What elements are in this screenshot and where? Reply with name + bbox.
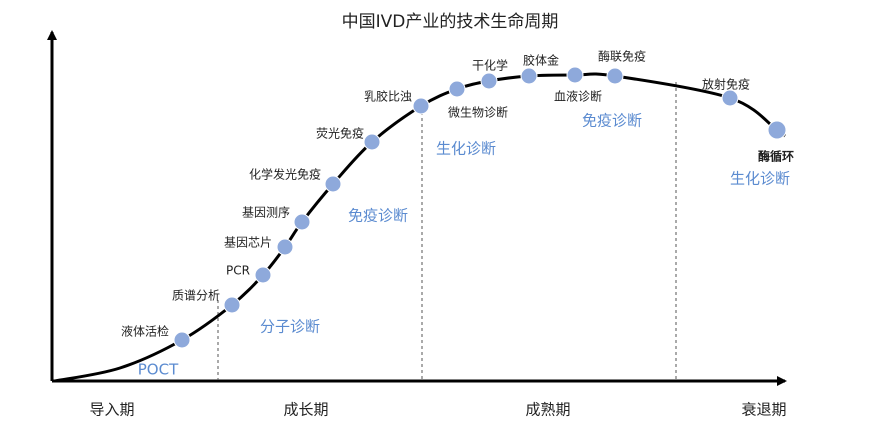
tech-node xyxy=(363,133,381,151)
group-label: 生化诊断 xyxy=(436,140,496,158)
stage-label: 成长期 xyxy=(283,401,328,419)
tech-node xyxy=(223,296,241,314)
tech-node xyxy=(276,238,294,256)
title: 中国IVD产业的技术生命周期 xyxy=(342,12,559,32)
tech-node xyxy=(412,97,430,115)
stage-label: 导入期 xyxy=(89,401,134,419)
node-label: 酶联免疫 xyxy=(598,49,646,64)
tech-node xyxy=(721,89,739,107)
node-label: 乳胶比浊 xyxy=(364,89,412,104)
stage-label: 成熟期 xyxy=(525,401,570,419)
lifecycle-curve xyxy=(54,72,786,383)
node-label: 放射免疫 xyxy=(702,77,750,92)
tech-node xyxy=(293,213,311,231)
node-label: 质谱分析 xyxy=(172,289,220,303)
tech-node xyxy=(566,66,584,84)
group-label: 免疫诊断 xyxy=(582,112,642,130)
group-label: 分子诊断 xyxy=(260,318,320,336)
node-label: 基因芯片 xyxy=(224,236,272,250)
node-label: 酶循环 xyxy=(758,149,794,164)
group-label: 免疫诊断 xyxy=(348,207,408,225)
tech-node xyxy=(324,175,342,193)
tech-node xyxy=(254,266,272,284)
tech-node xyxy=(448,80,466,98)
node-label: 微生物诊断 xyxy=(448,105,508,120)
node-label: 血液诊断 xyxy=(554,89,602,104)
node-label: 基因测序 xyxy=(242,205,290,220)
node-label: 干化学 xyxy=(472,58,508,73)
group-label: 生化诊断 xyxy=(730,170,790,188)
tech-node xyxy=(606,67,624,85)
node-label: PCR xyxy=(226,264,250,278)
tech-node xyxy=(767,120,787,140)
node-label: 化学发光免疫 xyxy=(249,167,321,182)
group-label: POCT xyxy=(138,361,179,379)
node-label: 液体活检 xyxy=(121,324,169,339)
tech-node xyxy=(480,72,498,90)
node-label: 胶体金 xyxy=(523,53,559,68)
tech-node xyxy=(173,331,191,349)
tech-node xyxy=(520,67,538,85)
node-label: 荧光免疫 xyxy=(316,126,364,141)
stage-label: 衰退期 xyxy=(741,401,786,419)
